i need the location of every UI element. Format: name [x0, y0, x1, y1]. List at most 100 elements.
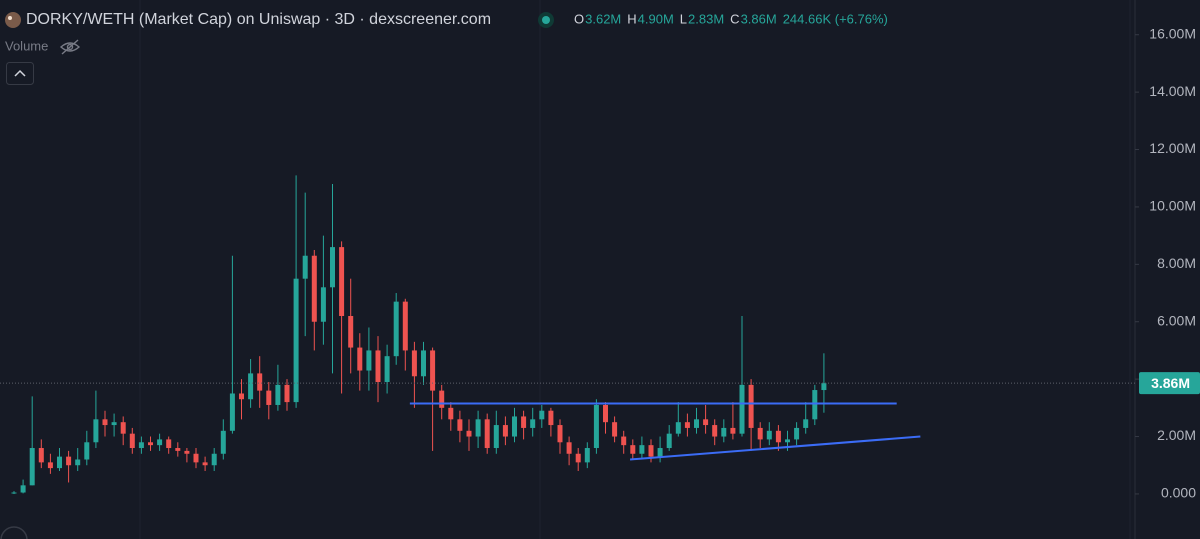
candle-body: [193, 453, 199, 463]
candle-body: [502, 425, 508, 437]
candle-body: [38, 448, 44, 463]
candle-body: [229, 393, 235, 431]
candle-body: [284, 384, 290, 403]
last-price-label: 3.86M: [1151, 375, 1190, 391]
candle-body: [266, 390, 272, 405]
candle-body: [311, 255, 317, 322]
candle-body: [512, 416, 517, 437]
ohlc-legend: O 3.62M H 4.90M L 2.83M C 3.86M 244.66K (+6.76%): [574, 11, 888, 26]
candle-body: [457, 419, 463, 431]
volume-label: Volume: [5, 38, 48, 53]
candle-body: [102, 419, 108, 426]
candle-body: [93, 419, 99, 443]
chart-title: DORKY/WETH (Market Cap) on Uniswap · 3D …: [26, 11, 491, 28]
candle-body: [521, 416, 527, 428]
token-icon-eye: [8, 16, 12, 20]
candle-body: [11, 492, 17, 494]
candle-body: [812, 390, 818, 420]
candle-body: [475, 419, 481, 437]
candle-body: [302, 255, 308, 279]
candle-body: [666, 433, 672, 449]
legend-change: 244.66K (+6.76%): [783, 11, 888, 26]
candle-body: [648, 445, 654, 457]
button-frame: [6, 62, 34, 85]
candle-body: [57, 456, 62, 469]
candle-body: [75, 459, 81, 466]
candle-body: [393, 301, 399, 357]
candle-body: [593, 404, 599, 449]
candle-body: [157, 439, 163, 446]
price-axis: 0.0002.00M4.00M6.00M8.00M10.00M12.00M14.…: [1135, 25, 1200, 501]
candle-body: [402, 301, 408, 351]
candle-body: [47, 462, 53, 469]
candle-body: [430, 350, 436, 391]
candle-body: [794, 427, 800, 440]
candle-body: [84, 442, 90, 460]
candle-body: [66, 456, 72, 466]
candle-body: [257, 373, 263, 391]
y-tick-label: 6.00M: [1157, 312, 1196, 328]
candle-body: [493, 425, 499, 449]
candle-body: [148, 442, 153, 446]
candle-body: [366, 350, 372, 371]
candle-body: [439, 390, 445, 408]
candle-body: [411, 350, 417, 377]
candle-body: [785, 439, 790, 443]
candle-body: [775, 430, 781, 443]
candle-body: [20, 485, 26, 493]
candle-body: [703, 419, 709, 426]
corner-button[interactable]: [0, 526, 28, 539]
candle-body: [348, 315, 354, 348]
eye-pupil: [66, 43, 74, 51]
candle-body: [330, 247, 335, 288]
token-icon: [5, 12, 21, 28]
candle-body: [129, 433, 135, 449]
chevron-up: [14, 69, 26, 77]
candle-body: [29, 448, 35, 486]
candle-body: [575, 453, 581, 463]
y-tick-label: 14.00M: [1149, 83, 1196, 99]
candle-body: [766, 430, 772, 440]
candle-body: [603, 404, 608, 423]
candle-body: [612, 422, 618, 437]
candle-body: [712, 425, 718, 437]
legend-key: H: [627, 11, 636, 26]
candle-body: [202, 462, 208, 466]
candle-body: [584, 448, 590, 463]
y-tick-label: 0.000: [1161, 485, 1196, 501]
y-tick-label: 2.00M: [1157, 427, 1196, 443]
candle-body: [448, 407, 454, 420]
candle-body: [484, 419, 490, 449]
candle-body: [138, 442, 144, 449]
y-tick-label: 8.00M: [1157, 255, 1196, 271]
collapse-button[interactable]: [6, 62, 34, 85]
y-tick-label: 12.00M: [1149, 140, 1196, 156]
candle-body: [721, 427, 727, 437]
candle-body: [757, 427, 763, 440]
candle-body: [384, 356, 390, 383]
candle-body: [166, 439, 172, 449]
candle-body: [357, 347, 363, 371]
legend-value: 4.90M: [638, 11, 674, 26]
candle-body: [684, 422, 690, 428]
candle-body: [539, 410, 545, 420]
hide-icon[interactable]: [59, 39, 81, 55]
candle-body: [630, 445, 636, 454]
candle-body: [339, 247, 345, 316]
candle-body: [211, 453, 217, 466]
candle-body: [694, 419, 699, 428]
candle-body: [466, 430, 472, 437]
legend-key: C: [730, 11, 739, 26]
candle-body: [220, 430, 226, 454]
candle-body: [120, 422, 126, 434]
legend-value: 3.62M: [585, 11, 621, 26]
candle-body: [566, 442, 572, 454]
candle-body: [239, 393, 244, 400]
y-tick-label: 16.00M: [1149, 25, 1196, 41]
candle-body: [821, 383, 827, 391]
legend-value: 2.83M: [688, 11, 724, 26]
candle-body: [675, 422, 681, 434]
